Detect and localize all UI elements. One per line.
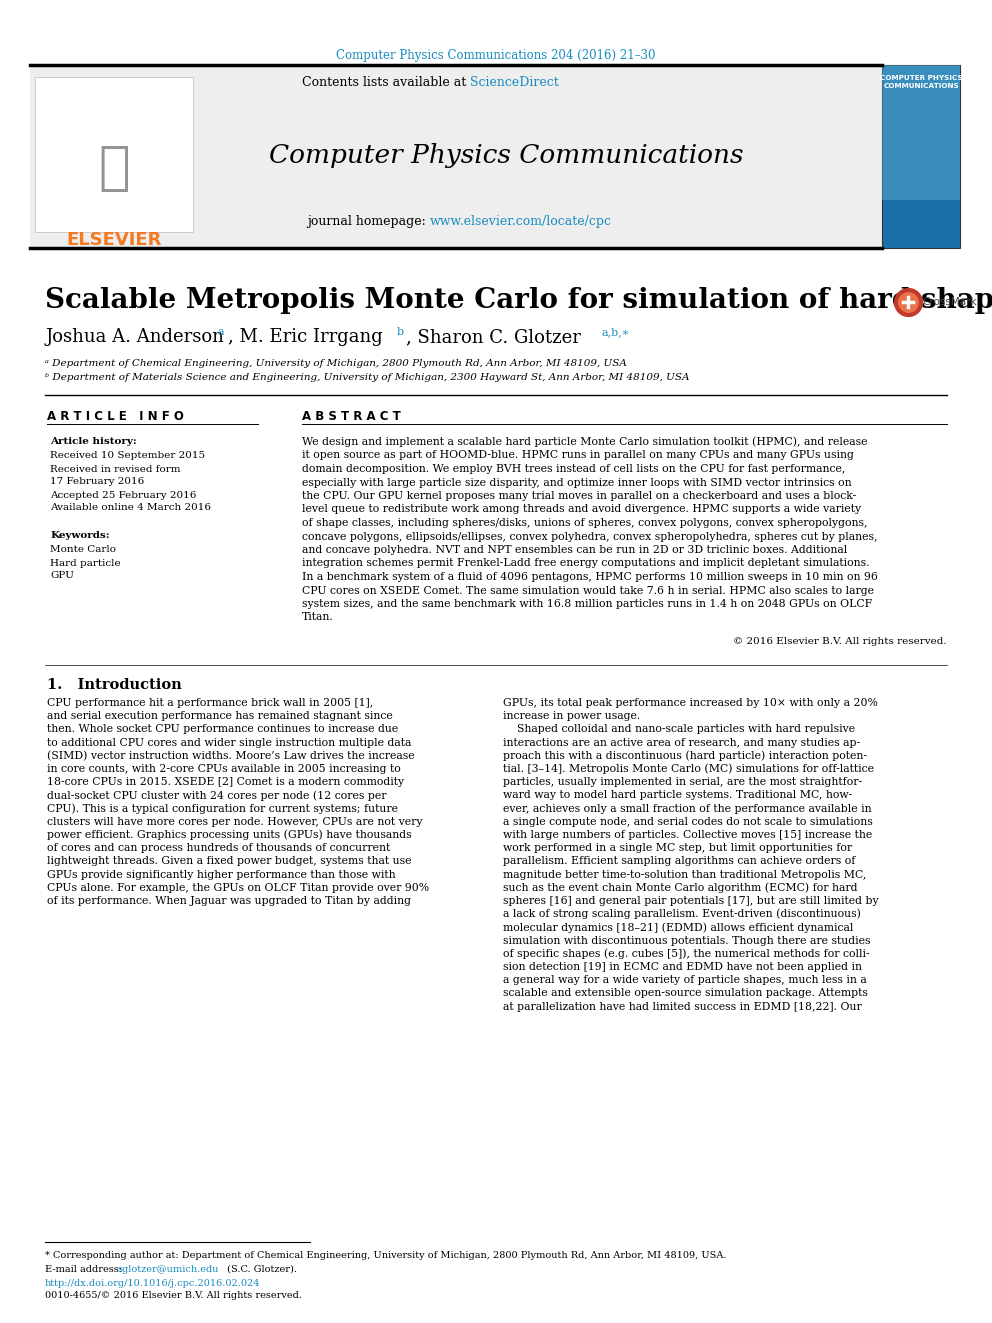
Text: then. Whole socket CPU performance continues to increase due: then. Whole socket CPU performance conti… (47, 725, 398, 734)
Text: © 2016 Elsevier B.V. All rights reserved.: © 2016 Elsevier B.V. All rights reserved… (733, 636, 947, 646)
Text: b: b (397, 327, 404, 337)
Text: GPUs, its total peak performance increased by 10× with only a 20%: GPUs, its total peak performance increas… (503, 699, 878, 708)
Text: www.elsevier.com/locate/cpc: www.elsevier.com/locate/cpc (430, 216, 612, 229)
Text: with large numbers of particles. Collective moves [15] increase the: with large numbers of particles. Collect… (503, 830, 872, 840)
Text: integration schemes permit Frenkel-Ladd free energy computations and implicit de: integration schemes permit Frenkel-Ladd … (302, 558, 870, 569)
Text: a: a (218, 327, 224, 337)
Text: especially with large particle size disparity, and optimize inner loops with SIM: especially with large particle size disp… (302, 478, 851, 487)
Bar (35, 77, 193, 232)
Text: Monte Carlo: Monte Carlo (50, 545, 116, 554)
Text: GPUs provide significantly higher performance than those with: GPUs provide significantly higher perfor… (47, 869, 396, 880)
Text: E-mail address:: E-mail address: (45, 1265, 125, 1274)
Text: * Corresponding author at: Department of Chemical Engineering, University of Mic: * Corresponding author at: Department of… (45, 1252, 726, 1261)
Text: ScienceDirect: ScienceDirect (470, 77, 558, 90)
Text: ward way to model hard particle systems. Traditional MC, how-: ward way to model hard particle systems.… (503, 790, 852, 800)
Text: Hard particle: Hard particle (50, 558, 121, 568)
Text: 1.   Introduction: 1. Introduction (47, 677, 182, 692)
Text: proach this with a discontinuous (hard particle) interaction poten-: proach this with a discontinuous (hard p… (503, 750, 867, 761)
Text: parallelism. Efficient sampling algorithms can achieve orders of: parallelism. Efficient sampling algorith… (503, 856, 855, 867)
Bar (882, 65, 960, 200)
Text: power efficient. Graphics processing units (GPUs) have thousands: power efficient. Graphics processing uni… (47, 830, 412, 840)
Text: molecular dynamics [18–21] (EDMD) allows efficient dynamical: molecular dynamics [18–21] (EDMD) allows… (503, 922, 853, 933)
Text: A B S T R A C T: A B S T R A C T (302, 410, 401, 422)
Text: Available online 4 March 2016: Available online 4 March 2016 (50, 504, 211, 512)
Text: Received 10 September 2015: Received 10 September 2015 (50, 451, 205, 460)
Text: CPUs alone. For example, the GPUs on OLCF Titan provide over 90%: CPUs alone. For example, the GPUs on OLC… (47, 882, 430, 893)
Text: Joshua A. Anderson: Joshua A. Anderson (45, 328, 224, 347)
Text: GPU: GPU (50, 572, 73, 581)
Text: 𝕿: 𝕿 (98, 142, 130, 194)
Text: and serial execution performance has remained stagnant since: and serial execution performance has rem… (47, 712, 393, 721)
Text: , M. Eric Irrgang: , M. Eric Irrgang (228, 328, 383, 347)
Text: of shape classes, including spheres/disks, unions of spheres, convex polygons, c: of shape classes, including spheres/disk… (302, 519, 867, 528)
Text: spheres [16] and general pair potentials [17], but are still limited by: spheres [16] and general pair potentials… (503, 896, 879, 906)
Text: particles, usually implemented in serial, are the most straightfor-: particles, usually implemented in serial… (503, 777, 862, 787)
Text: simulation with discontinuous potentials. Though there are studies: simulation with discontinuous potentials… (503, 935, 871, 946)
Text: Article history:: Article history: (50, 438, 137, 446)
Text: and concave polyhedra. NVT and NPT ensembles can be run in 2D or 3D triclinic bo: and concave polyhedra. NVT and NPT ensem… (302, 545, 847, 556)
Text: A R T I C L E   I N F O: A R T I C L E I N F O (47, 410, 184, 422)
Text: increase in power usage.: increase in power usage. (503, 712, 640, 721)
Text: domain decomposition. We employ BVH trees instead of cell lists on the CPU for f: domain decomposition. We employ BVH tree… (302, 464, 845, 474)
Text: a general way for a wide variety of particle shapes, much less in a: a general way for a wide variety of part… (503, 975, 867, 986)
Text: Accepted 25 February 2016: Accepted 25 February 2016 (50, 491, 196, 500)
Text: In a benchmark system of a fluid of 4096 pentagons, HPMC performs 10 million swe: In a benchmark system of a fluid of 4096… (302, 572, 878, 582)
Text: 0010-4655/© 2016 Elsevier B.V. All rights reserved.: 0010-4655/© 2016 Elsevier B.V. All right… (45, 1291, 302, 1301)
Text: (SIMD) vector instruction widths. Moore’s Law drives the increase: (SIMD) vector instruction widths. Moore’… (47, 750, 415, 761)
Text: Received in revised form: Received in revised form (50, 464, 181, 474)
Text: CPU). This is a typical configuration for current systems; future: CPU). This is a typical configuration fo… (47, 803, 398, 814)
Text: interactions are an active area of research, and many studies ap-: interactions are an active area of resea… (503, 738, 860, 747)
Text: 17 February 2016: 17 February 2016 (50, 478, 144, 487)
Text: sion detection [19] in ECMC and EDMD have not been applied in: sion detection [19] in ECMC and EDMD hav… (503, 962, 862, 972)
Text: scalable and extensible open-source simulation package. Attempts: scalable and extensible open-source simu… (503, 988, 868, 999)
Text: of its performance. When Jaguar was upgraded to Titan by adding: of its performance. When Jaguar was upgr… (47, 896, 411, 906)
Bar (882, 65, 960, 247)
Text: a,b,∗: a,b,∗ (601, 327, 629, 337)
Text: such as the event chain Monte Carlo algorithm (ECMC) for hard: such as the event chain Monte Carlo algo… (503, 882, 857, 893)
Text: in core counts, with 2-core CPUs available in 2005 increasing to: in core counts, with 2-core CPUs availab… (47, 763, 401, 774)
Text: Shaped colloidal and nano-scale particles with hard repulsive: Shaped colloidal and nano-scale particle… (503, 725, 855, 734)
Text: COMPUTER PHYSICS
COMMUNICATIONS: COMPUTER PHYSICS COMMUNICATIONS (880, 75, 962, 89)
Text: dual-socket CPU cluster with 24 cores per node (12 cores per: dual-socket CPU cluster with 24 cores pe… (47, 790, 387, 800)
Text: it open source as part of HOOMD-blue. HPMC runs in parallel on many CPUs and man: it open source as part of HOOMD-blue. HP… (302, 451, 854, 460)
Text: of specific shapes (e.g. cubes [5]), the numerical methods for colli-: of specific shapes (e.g. cubes [5]), the… (503, 949, 870, 959)
Text: the CPU. Our GPU kernel proposes many trial moves in parallel on a checkerboard : the CPU. Our GPU kernel proposes many tr… (302, 491, 856, 501)
Text: CPU cores on XSEDE Comet. The same simulation would take 7.6 h in serial. HPMC a: CPU cores on XSEDE Comet. The same simul… (302, 586, 874, 595)
Text: ever, achieves only a small fraction of the performance available in: ever, achieves only a small fraction of … (503, 803, 872, 814)
Text: system sizes, and the same benchmark with 16.8 million particles runs in 1.4 h o: system sizes, and the same benchmark wit… (302, 599, 872, 609)
Text: ᵃ Department of Chemical Engineering, University of Michigan, 2800 Plymouth Rd, : ᵃ Department of Chemical Engineering, Un… (45, 359, 627, 368)
Text: journal homepage:: journal homepage: (308, 216, 430, 229)
Text: Titan.: Titan. (302, 613, 333, 623)
Text: of cores and can process hundreds of thousands of concurrent: of cores and can process hundreds of tho… (47, 843, 390, 853)
Text: clusters will have more cores per node. However, CPUs are not very: clusters will have more cores per node. … (47, 816, 423, 827)
Text: ᵇ Department of Materials Science and Engineering, University of Michigan, 2300 : ᵇ Department of Materials Science and En… (45, 373, 689, 382)
Text: CPU performance hit a performance brick wall in 2005 [1],: CPU performance hit a performance brick … (47, 699, 373, 708)
Text: at parallelization have had limited success in EDMD [18,22]. Our: at parallelization have had limited succ… (503, 1002, 862, 1012)
Text: 18-core CPUs in 2015. XSEDE [2] Comet is a modern commodity: 18-core CPUs in 2015. XSEDE [2] Comet is… (47, 777, 404, 787)
Text: a single compute node, and serial codes do not scale to simulations: a single compute node, and serial codes … (503, 816, 873, 827)
Text: Contents lists available at: Contents lists available at (302, 77, 470, 90)
Text: ELSEVIER: ELSEVIER (66, 232, 162, 249)
Text: to additional CPU cores and wider single instruction multiple data: to additional CPU cores and wider single… (47, 738, 412, 747)
Bar (30, 65, 882, 247)
Text: We design and implement a scalable hard particle Monte Carlo simulation toolkit : We design and implement a scalable hard … (302, 437, 867, 447)
Text: , Sharon C. Glotzer: , Sharon C. Glotzer (406, 328, 581, 347)
Text: level queue to redistribute work among threads and avoid divergence. HPMC suppor: level queue to redistribute work among t… (302, 504, 861, 515)
Text: CrossMark: CrossMark (922, 296, 977, 307)
Text: lightweight threads. Given a fixed power budget, systems that use: lightweight threads. Given a fixed power… (47, 856, 412, 867)
Text: concave polygons, ellipsoids/ellipses, convex polyhedra, convex spheropolyhedra,: concave polygons, ellipsoids/ellipses, c… (302, 532, 878, 541)
Text: (S.C. Glotzer).: (S.C. Glotzer). (224, 1265, 297, 1274)
Text: work performed in a single MC step, but limit opportunities for: work performed in a single MC step, but … (503, 843, 852, 853)
Text: Keywords:: Keywords: (50, 532, 110, 541)
Text: magnitude better time-to-solution than traditional Metropolis MC,: magnitude better time-to-solution than t… (503, 869, 866, 880)
Text: tial. [3–14]. Metropolis Monte Carlo (MC) simulations for off-lattice: tial. [3–14]. Metropolis Monte Carlo (MC… (503, 763, 874, 774)
Text: sglotzer@umich.edu: sglotzer@umich.edu (118, 1265, 219, 1274)
Text: Computer Physics Communications 204 (2016) 21–30: Computer Physics Communications 204 (201… (336, 49, 656, 61)
Text: http://dx.doi.org/10.1016/j.cpc.2016.02.024: http://dx.doi.org/10.1016/j.cpc.2016.02.… (45, 1278, 261, 1287)
Text: a lack of strong scaling parallelism. Event-driven (discontinuous): a lack of strong scaling parallelism. Ev… (503, 909, 861, 919)
Text: Scalable Metropolis Monte Carlo for simulation of hard shapes: Scalable Metropolis Monte Carlo for simu… (45, 287, 992, 314)
Text: Computer Physics Communications: Computer Physics Communications (269, 143, 743, 168)
